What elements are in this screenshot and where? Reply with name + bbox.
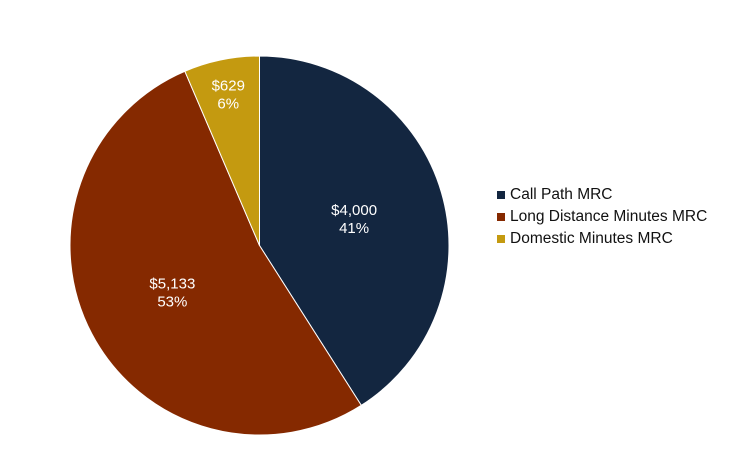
legend-label: Call Path MRC (510, 186, 613, 203)
legend-label: Long Distance Minutes MRC (510, 208, 708, 225)
legend-item-long-distance-minutes-mrc: Long Distance Minutes MRC (497, 206, 707, 228)
pie-slices (69, 55, 450, 436)
legend-swatch (497, 213, 505, 221)
legend-swatch (497, 235, 505, 243)
data-label-value-long-distance-minutes-mrc: $5,133 (149, 276, 195, 293)
legend-label: Domestic Minutes MRC (510, 230, 673, 247)
data-label-percent-call-path-mrc: 41% (339, 220, 369, 237)
data-label-value-call-path-mrc: $4,000 (331, 202, 377, 219)
legend-swatch (497, 191, 505, 199)
legend-item-domestic-minutes-mrc: Domestic Minutes MRC (497, 228, 707, 250)
legend-item-call-path-mrc: Call Path MRC (497, 184, 707, 206)
data-label-percent-domestic-minutes-mrc: 6% (217, 95, 239, 112)
data-label-value-domestic-minutes-mrc: $629 (212, 77, 245, 94)
chart-legend: Call Path MRC Long Distance Minutes MRC … (497, 184, 707, 250)
pie-slice-long-distance-minutes-mrc (69, 70, 362, 436)
data-label-percent-long-distance-minutes-mrc: 53% (157, 294, 187, 311)
pie-slice-call-path-mrc (259, 55, 450, 407)
pie-slice-domestic-minutes-mrc (184, 55, 260, 246)
